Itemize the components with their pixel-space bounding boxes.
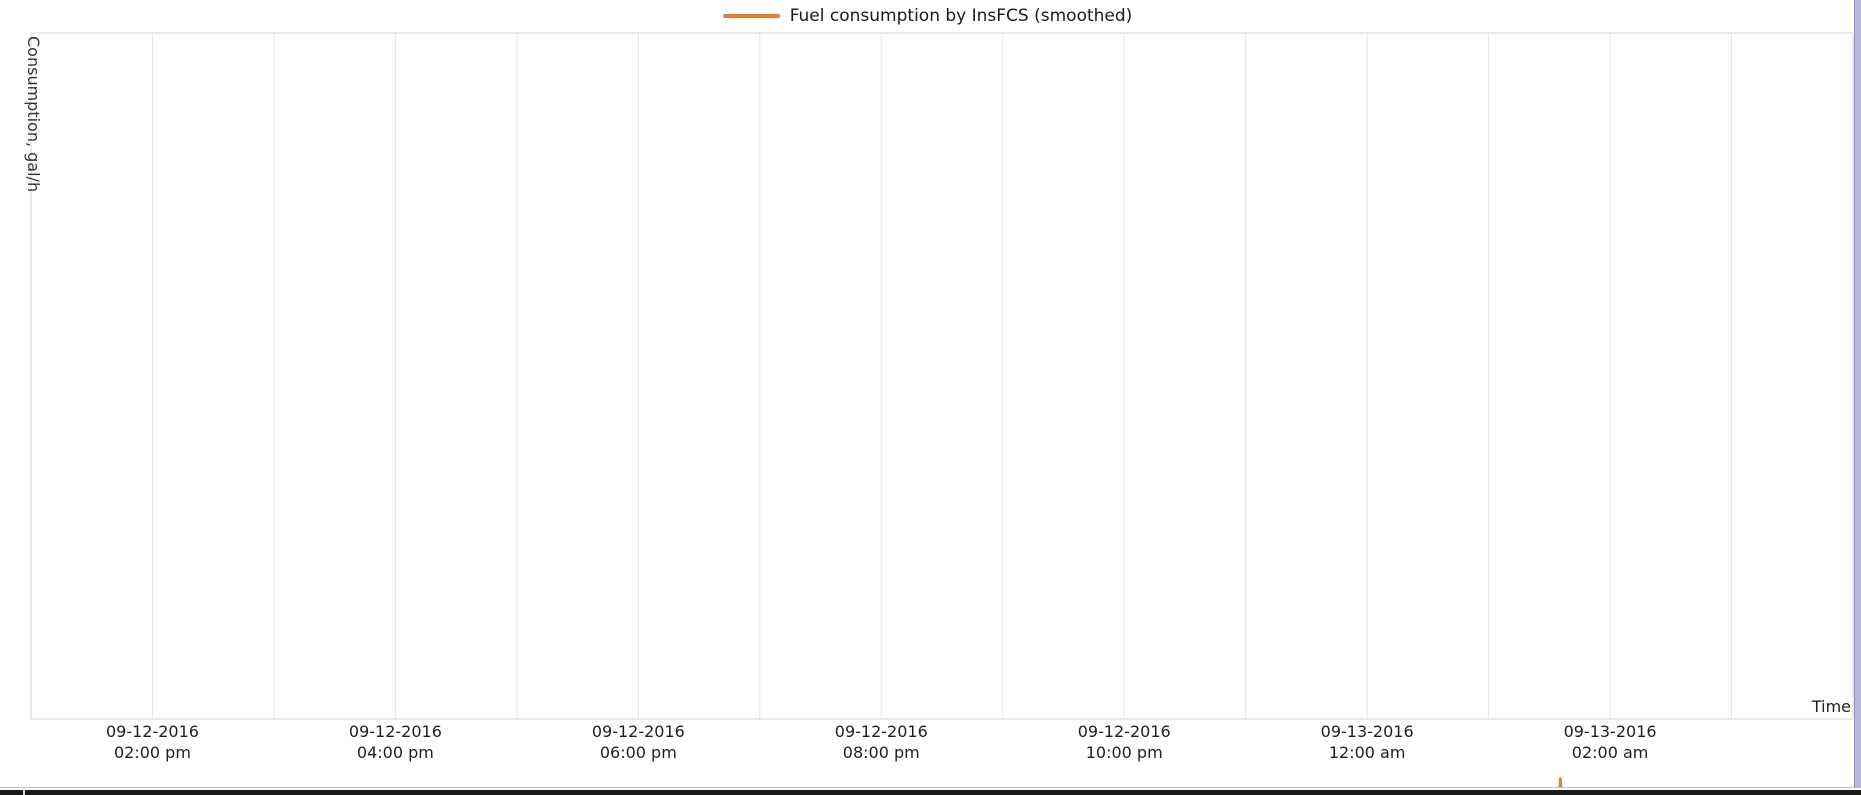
legend-label: Fuel consumption by InsFCS (smoothed) (789, 6, 1133, 26)
x-tick-date: 09-12-2016 (835, 722, 928, 741)
x-tick-time: 10:00 pm (1086, 743, 1163, 762)
bottom-edge-dark-bar (0, 790, 1861, 795)
bottom-edge-notch (23, 790, 25, 795)
x-tick-date: 09-12-2016 (349, 722, 442, 741)
bottom-edge-hairline (0, 787, 1861, 788)
y-axis-title: Consumption, gal/h (24, 36, 43, 192)
x-tick-date: 09-13-2016 (1321, 722, 1414, 741)
vertical-scrollbar[interactable] (1854, 0, 1861, 788)
plot-border (30, 32, 1854, 720)
legend-line-swatch (722, 14, 780, 18)
x-tick-date: 09-13-2016 (1564, 722, 1657, 741)
x-tick-date: 09-12-2016 (592, 722, 685, 741)
bottom-window-edge (0, 787, 1861, 795)
x-tick-date: 09-12-2016 (1078, 722, 1171, 741)
x-tick-time: 02:00 am (1572, 743, 1649, 762)
x-tick-date: 09-12-2016 (106, 722, 199, 741)
x-tick-time: 08:00 pm (843, 743, 920, 762)
x-tick-time: 12:00 am (1329, 743, 1406, 762)
x-tick-time: 06:00 pm (600, 743, 677, 762)
x-tick-time: 04:00 pm (357, 743, 434, 762)
chart-legend[interactable]: Fuel consumption by InsFCS (smoothed) (0, 4, 1855, 28)
x-tick-time: 02:00 pm (114, 743, 191, 762)
x-axis-title: Time (1811, 697, 1851, 716)
